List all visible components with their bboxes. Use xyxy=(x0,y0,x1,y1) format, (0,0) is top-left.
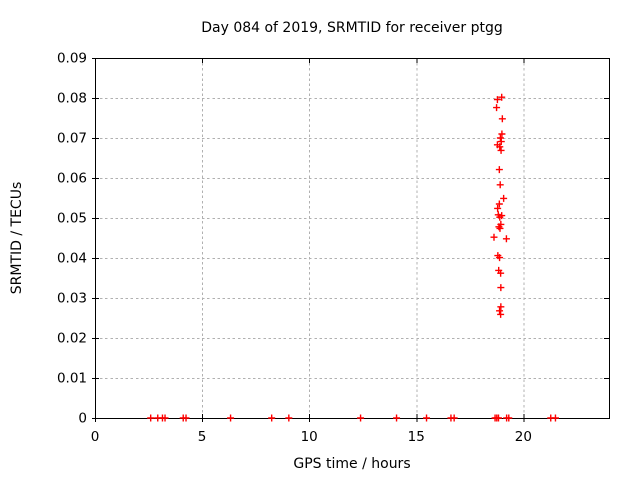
data-point-marker xyxy=(496,307,504,315)
data-point-marker xyxy=(498,130,506,138)
data-point-marker xyxy=(494,414,502,422)
data-point-marker xyxy=(496,254,504,262)
data-point-marker xyxy=(161,414,169,422)
y-tick-label: 0 xyxy=(78,411,87,427)
data-point-marker xyxy=(393,414,401,422)
data-point-marker xyxy=(497,269,505,277)
data-point-marker xyxy=(182,414,190,422)
data-point-marker xyxy=(497,146,505,154)
data-point-marker xyxy=(551,414,559,422)
data-point-marker xyxy=(500,194,508,202)
x-tick-label: 15 xyxy=(408,429,425,445)
data-point-marker xyxy=(495,166,503,174)
data-point-marker xyxy=(497,303,505,311)
data-point-marker xyxy=(502,235,510,243)
data-point-marker xyxy=(496,213,504,221)
y-tick-label: 0.04 xyxy=(57,251,87,267)
data-point-marker xyxy=(493,96,501,104)
data-point-marker xyxy=(227,414,235,422)
plot-border xyxy=(95,58,610,419)
data-point-marker xyxy=(496,143,504,151)
y-tick-label: 0.01 xyxy=(57,371,87,387)
x-tick-label: 5 xyxy=(198,429,207,445)
data-point-marker xyxy=(505,414,513,422)
data-point-marker xyxy=(496,224,504,232)
data-point-marker xyxy=(495,223,503,231)
y-tick-label: 0.07 xyxy=(57,131,87,147)
data-point-marker xyxy=(496,181,504,189)
x-tick-label: 20 xyxy=(515,429,532,445)
y-tick-label: 0.02 xyxy=(57,331,87,347)
x-axis-label: GPS time / hours xyxy=(293,456,411,472)
x-tick-label: 0 xyxy=(91,429,100,445)
y-tick-label: 0.05 xyxy=(57,211,87,227)
y-tick-label: 0.03 xyxy=(57,291,87,307)
chart-title: Day 084 of 2019, SRMTID for receiver ptg… xyxy=(201,20,503,36)
data-point-marker xyxy=(147,414,155,422)
data-point-marker xyxy=(498,115,506,123)
data-point-marker xyxy=(496,134,504,142)
data-point-marker xyxy=(423,414,431,422)
data-point-marker xyxy=(498,93,506,101)
y-tick-label: 0.08 xyxy=(57,91,87,107)
data-point-marker xyxy=(493,104,501,112)
data-point-marker xyxy=(285,414,293,422)
data-point-marker xyxy=(497,138,505,146)
data-point-marker xyxy=(450,414,458,422)
data-point-marker xyxy=(357,414,365,422)
data-point-marker xyxy=(497,310,505,318)
data-point-marker xyxy=(268,414,276,422)
data-point-marker xyxy=(494,204,502,212)
x-tick-label: 10 xyxy=(301,429,318,445)
y-tick-label: 0.06 xyxy=(57,171,87,187)
data-point-marker xyxy=(490,233,498,241)
data-point-marker xyxy=(495,200,503,208)
y-tick-label: 0.09 xyxy=(57,51,87,67)
data-point-marker xyxy=(497,284,505,292)
